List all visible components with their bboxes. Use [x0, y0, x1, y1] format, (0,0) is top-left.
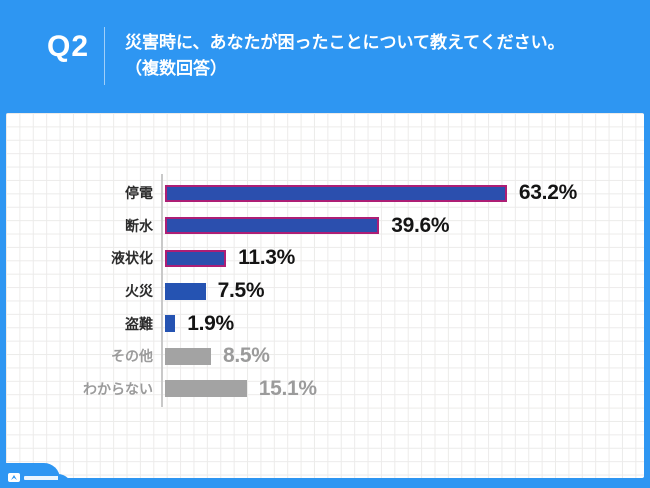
question-text: 災害時に、あなたが困ったことについて教えてください。 （複数回答） [125, 30, 630, 82]
value-label: 1.9% [187, 311, 234, 335]
category-label: 断水 [125, 217, 153, 234]
chart-row: 断水 39.6% [6, 210, 644, 243]
bar-area: 39.6% [163, 214, 644, 238]
category-label: 停電 [125, 185, 153, 202]
chart-row: わからない 15.1% [6, 373, 644, 406]
category-label: わからない [83, 380, 153, 397]
question-text-line2: （複数回答） [125, 59, 227, 78]
category-label: 液状化 [111, 250, 153, 267]
category-label: 火災 [125, 283, 153, 300]
question-text-line1: 災害時に、あなたが困ったことについて教えてください。 [125, 33, 565, 52]
question-number-badge: Q2 [46, 30, 90, 63]
bar-わからない [165, 380, 247, 398]
category-label: 盗難 [125, 315, 153, 332]
bar-area: 15.1% [163, 377, 644, 401]
company-logo-icon [8, 473, 20, 482]
chart-row: その他 8.5% [6, 340, 644, 373]
bar-area: 1.9% [163, 312, 644, 336]
chart-row: 盗難 1.9% [6, 307, 644, 340]
bar-chart: 停電 63.2% 断水 39.6% 液状化 11.3% 火災 7.5% 盗難 1.9% その他 8.5… [6, 177, 644, 405]
footer-logo-tab [0, 463, 72, 488]
chart-panel: 停電 63.2% 断水 39.6% 液状化 11.3% 火災 7.5% 盗難 1.9% その他 8.5… [6, 113, 644, 478]
bar-断水 [165, 217, 380, 235]
bar-盗難 [165, 315, 176, 333]
company-logo-text [24, 476, 60, 480]
value-label: 15.1% [258, 376, 317, 400]
bar-area: 8.5% [163, 344, 644, 368]
value-label: 11.3% [238, 246, 296, 270]
category-label: その他 [111, 348, 153, 365]
header-divider [104, 27, 105, 85]
chart-row: 停電 63.2% [6, 177, 644, 210]
bar-area: 63.2% [163, 181, 644, 205]
bar-area: 11.3% [163, 246, 644, 270]
chart-y-axis-line [161, 174, 163, 407]
value-label: 7.5% [217, 279, 265, 303]
bar-停電 [165, 184, 507, 202]
bar-その他 [165, 347, 211, 365]
question-header: Q2 災害時に、あなたが困ったことについて教えてください。 （複数回答） [0, 0, 650, 113]
chart-row: 火災 7.5% [6, 275, 644, 308]
value-label: 63.2% [518, 181, 577, 205]
bar-液状化 [165, 249, 227, 267]
value-label: 39.6% [391, 213, 450, 237]
bar-火災 [165, 282, 206, 300]
bar-area: 7.5% [163, 279, 644, 303]
value-label: 8.5% [222, 344, 270, 368]
chart-row: 液状化 11.3% [6, 242, 644, 275]
